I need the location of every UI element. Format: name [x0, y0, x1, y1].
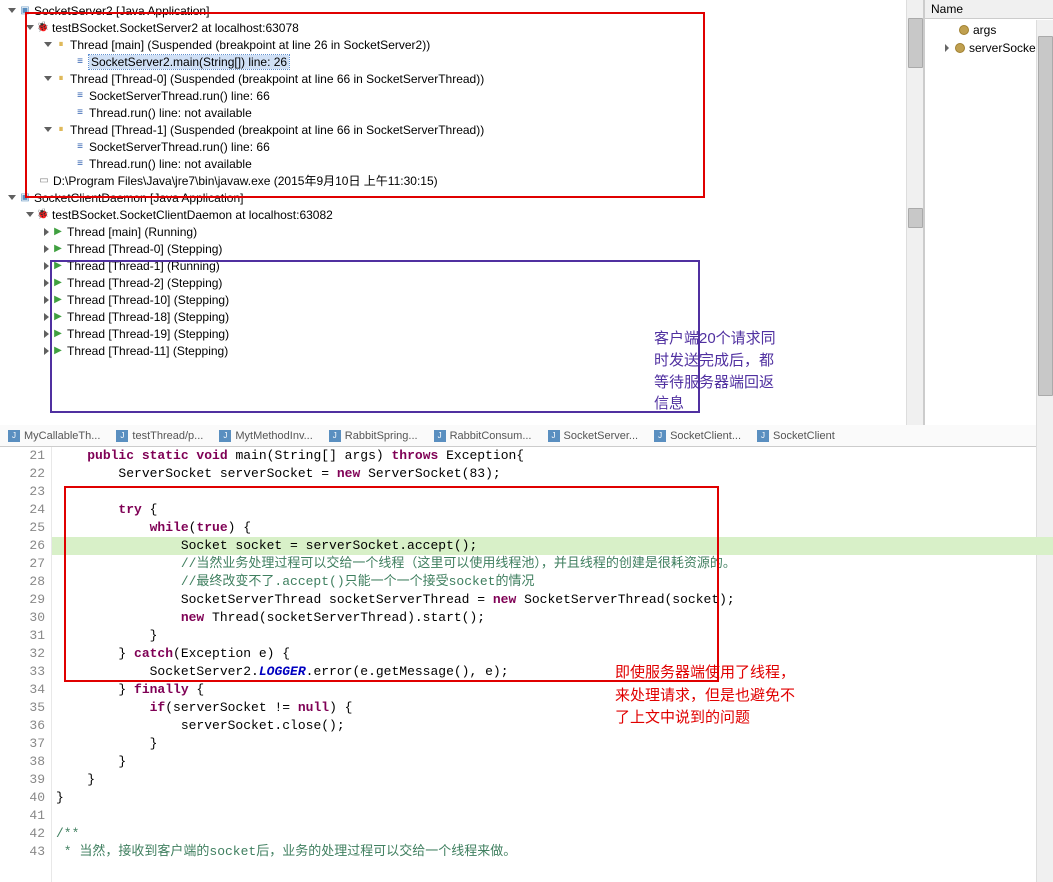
tree-thread[interactable]: ⏸Thread [Thread-0] (Suspended (breakpoin…	[0, 70, 923, 87]
tree-app[interactable]: ▣SocketServer2 [Java Application]	[0, 2, 923, 19]
stack-icon: ≡	[73, 157, 87, 171]
tree-frame[interactable]: ≡SocketServer2.main(String[]) line: 26	[0, 53, 923, 70]
java-file-icon: J	[654, 430, 666, 442]
line-gutter: 21 22 23 24 25 26 27 28 29 30 31 32 33 3…	[0, 447, 52, 882]
tree-frame[interactable]: ≡Thread.run() line: not available	[0, 104, 923, 121]
tree-thread[interactable]: ⏸Thread [Thread-1] (Suspended (breakpoin…	[0, 121, 923, 138]
bug-icon: 🐞	[36, 21, 50, 35]
tree-frame[interactable]: ≡Thread.run() line: not available	[0, 155, 923, 172]
run-icon: ▶	[51, 242, 65, 256]
expand-icon[interactable]	[945, 44, 949, 52]
tree-thread-stepping[interactable]: ▶Thread [Thread-10] (Stepping)	[0, 291, 923, 308]
stack-icon: ≡	[73, 140, 87, 154]
debug-panel: ▣SocketServer2 [Java Application] 🐞testB…	[0, 0, 924, 425]
current-line: Socket socket = serverSocket.accept();	[52, 537, 1053, 555]
tree-process-exe[interactable]: ▭D:\Program Files\Java\jre7\bin\javaw.ex…	[0, 172, 923, 189]
stack-icon: ≡	[73, 89, 87, 103]
tree-process[interactable]: 🐞testBSocket.SocketServer2 at localhost:…	[0, 19, 923, 36]
java-file-icon: J	[116, 430, 128, 442]
java-file-icon: J	[329, 430, 341, 442]
scrollbar-vertical[interactable]	[906, 0, 923, 425]
editor-tab[interactable]: JRabbitSpring...	[321, 428, 426, 444]
thread-icon: ⏸	[54, 123, 68, 137]
java-file-icon: J	[434, 430, 446, 442]
tree-thread-stepping[interactable]: ▶Thread [Thread-11] (Stepping)	[0, 342, 923, 359]
annotation-red-text: 即使服务器端使用了线程， 来处理请求，但是也避免不 了上文中说到的问题	[615, 662, 795, 730]
editor-tab[interactable]: JSocketServer...	[540, 428, 647, 444]
editor-tab[interactable]: JSocketClient...	[646, 428, 749, 444]
run-icon: ▶	[51, 293, 65, 307]
tree-process[interactable]: 🐞testBSocket.SocketClientDaemon at local…	[0, 206, 923, 223]
tree-frame[interactable]: ≡SocketServerThread.run() line: 66	[0, 138, 923, 155]
stack-icon: ≡	[73, 55, 87, 69]
run-icon: ▶	[51, 276, 65, 290]
var-icon	[959, 25, 969, 35]
tree-thread-stepping[interactable]: ▶Thread [Thread-19] (Stepping)	[0, 325, 923, 342]
java-file-icon: J	[548, 430, 560, 442]
tree-thread-stepping[interactable]: ▶Thread [Thread-0] (Stepping)	[0, 240, 923, 257]
var-icon	[955, 43, 965, 53]
code-area[interactable]: public static void main(String[] args) t…	[52, 447, 1053, 882]
variable-row[interactable]: args	[925, 21, 1053, 39]
tree-frame[interactable]: ≡SocketServerThread.run() line: 66	[0, 87, 923, 104]
run-icon: ▶	[51, 259, 65, 273]
editor-tab[interactable]: JMytMethodInv...	[211, 428, 320, 444]
editor-tab[interactable]: JMyCallableTh...	[0, 428, 108, 444]
annotation-purple-text: 客户端20个请求同 时发送完成后，都 等待服务器端回返 信息	[654, 328, 776, 415]
variables-panel: Name args serverSocke	[924, 0, 1053, 425]
tree-thread-stepping[interactable]: ▶Thread [Thread-18] (Stepping)	[0, 308, 923, 325]
exe-icon: ▭	[37, 174, 51, 188]
run-icon: ▶	[51, 225, 65, 239]
tree-thread-running[interactable]: ▶Thread [main] (Running)	[0, 223, 923, 240]
thread-icon: ⏸	[54, 72, 68, 86]
tree-thread[interactable]: ⏸Thread [main] (Suspended (breakpoint at…	[0, 36, 923, 53]
run-icon: ▶	[51, 344, 65, 358]
java-app-icon: ▣	[18, 4, 32, 18]
variable-row[interactable]: serverSocke	[925, 39, 1053, 57]
editor-tab[interactable]: JRabbitConsum...	[426, 428, 540, 444]
thread-icon: ⏸	[54, 38, 68, 52]
java-file-icon: J	[219, 430, 231, 442]
stack-icon: ≡	[73, 106, 87, 120]
debug-tree: ▣SocketServer2 [Java Application] 🐞testB…	[0, 0, 923, 361]
variables-header[interactable]: Name	[925, 0, 1053, 19]
java-file-icon: J	[757, 430, 769, 442]
run-icon: ▶	[51, 310, 65, 324]
editor-tab[interactable]: JSocketClient	[749, 428, 843, 444]
code-editor[interactable]: 21 22 23 24 25 26 27 28 29 30 31 32 33 3…	[0, 447, 1053, 882]
bug-icon: 🐞	[36, 208, 50, 222]
tree-thread-running[interactable]: ▶Thread [Thread-1] (Running)	[0, 257, 923, 274]
java-app-icon: ▣	[18, 191, 32, 205]
java-file-icon: J	[8, 430, 20, 442]
editor-tabs: JMyCallableTh... JtestThread/p... JMytMe…	[0, 425, 1053, 447]
editor-tab[interactable]: JtestThread/p...	[108, 428, 211, 444]
run-icon: ▶	[51, 327, 65, 341]
tree-thread-stepping[interactable]: ▶Thread [Thread-2] (Stepping)	[0, 274, 923, 291]
tree-app[interactable]: ▣SocketClientDaemon [Java Application]	[0, 189, 923, 206]
